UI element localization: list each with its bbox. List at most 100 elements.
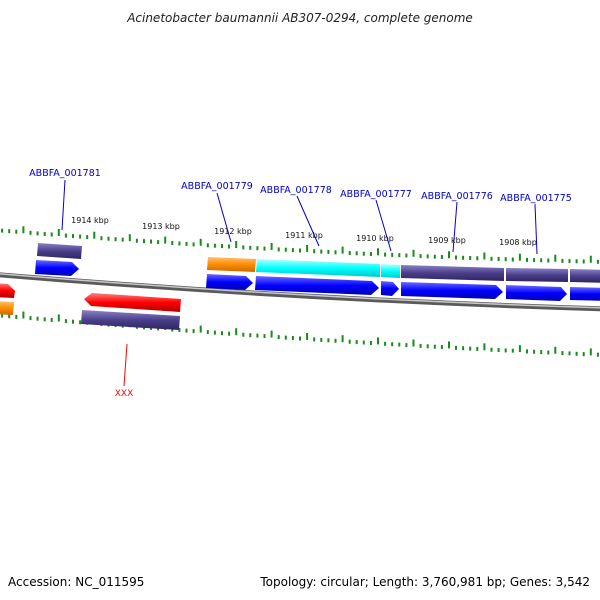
major-tick (412, 249, 415, 257)
minor-tick (8, 229, 11, 234)
cds-forward-arrow[interactable] (35, 260, 79, 276)
minor-tick (206, 330, 209, 335)
minor-tick (497, 257, 500, 261)
gene-label[interactable]: ABBFA_001775 (500, 193, 572, 204)
major-tick (270, 330, 273, 338)
minor-tick (462, 255, 465, 260)
genome-backbone (0, 272, 600, 312)
gene-track-lower (0, 301, 180, 330)
minor-tick (15, 229, 18, 234)
major-tick (22, 226, 25, 234)
minor-tick (299, 336, 301, 341)
minor-tick (440, 255, 443, 259)
minor-tick (135, 238, 138, 243)
gene-label[interactable]: ABBFA_001779 (181, 181, 253, 192)
minor-tick (405, 253, 408, 258)
gene-track-upper (37, 243, 600, 283)
minor-tick (582, 352, 585, 357)
cds-reverse-arrow[interactable] (84, 293, 181, 312)
minor-tick (526, 349, 528, 354)
gene-feature-orange[interactable] (0, 301, 14, 315)
minor-tick (369, 341, 372, 345)
cds-track-forward (35, 260, 600, 301)
minor-tick (320, 249, 323, 254)
minor-tick (568, 259, 571, 264)
minor-tick (540, 258, 543, 263)
minor-tick (79, 320, 82, 325)
major-tick (199, 325, 202, 333)
map-title: Acinetobacter baumannii AB307-0294, comp… (126, 11, 473, 25)
major-tick (235, 328, 238, 336)
minor-tick (391, 342, 394, 347)
cds-forward-arrow[interactable] (381, 281, 399, 296)
accession-text: Accession: NC_011595 (8, 575, 144, 589)
minor-tick (171, 241, 174, 245)
minor-tick (228, 331, 231, 336)
minor-tick (221, 331, 223, 336)
gene-feature-cyan[interactable] (381, 264, 400, 278)
minor-tick (355, 251, 358, 256)
minor-tick (398, 253, 401, 258)
scale-label-1913: 1913 kbp (142, 222, 180, 231)
minor-tick (64, 233, 67, 238)
minor-tick (596, 352, 599, 357)
cds-forward-arrow[interactable] (570, 287, 600, 301)
minor-tick (50, 232, 53, 237)
gene-feature[interactable] (570, 269, 600, 283)
feature-label[interactable]: XXX (115, 389, 134, 399)
minor-tick (369, 252, 372, 256)
gene-feature-orange[interactable] (207, 257, 256, 272)
gene-feature[interactable] (81, 310, 180, 330)
gene-feature[interactable] (401, 265, 504, 281)
minor-tick (43, 232, 46, 236)
minor-tick (419, 343, 422, 348)
minor-tick (384, 341, 387, 346)
cds-forward-arrow[interactable] (401, 282, 503, 299)
cds-forward-arrow[interactable] (506, 285, 567, 301)
major-tick (483, 343, 486, 351)
minor-tick (426, 254, 429, 259)
minor-tick (348, 339, 351, 344)
gene-label[interactable]: ABBFA_001777 (340, 189, 412, 200)
major-tick (341, 246, 344, 254)
minor-tick (242, 245, 245, 250)
minor-tick (36, 316, 39, 321)
minor-tick (490, 347, 493, 352)
major-tick (57, 314, 60, 322)
major-tick (518, 253, 521, 261)
minor-tick (419, 254, 422, 259)
minor-tick (50, 317, 53, 322)
upper-tick-row (1, 226, 599, 264)
minor-tick (582, 259, 585, 264)
minor-tick (327, 338, 330, 343)
gene-feature-cyan[interactable] (256, 259, 380, 277)
minor-tick (299, 248, 301, 253)
cds-forward-arrow[interactable] (206, 274, 253, 290)
gene-label[interactable]: ABBFA_001776 (421, 191, 493, 202)
gene-feature[interactable] (37, 243, 82, 259)
minor-tick (504, 257, 507, 262)
major-tick (589, 348, 592, 356)
gene-feature[interactable] (506, 268, 568, 282)
minor-tick (263, 246, 266, 251)
minor-tick (561, 351, 564, 356)
cds-forward-arrow[interactable] (255, 276, 379, 295)
minor-tick (43, 317, 46, 322)
gene-label[interactable]: ABBFA_001781 (29, 168, 101, 179)
cds-reverse-arrow[interactable] (0, 283, 15, 298)
major-tick (554, 346, 557, 354)
minor-tick (320, 337, 323, 342)
major-tick (554, 254, 557, 262)
minor-tick (511, 257, 514, 262)
minor-tick (533, 258, 536, 263)
minor-tick (72, 319, 74, 324)
minor-tick (15, 314, 18, 319)
minor-tick (469, 256, 472, 260)
minor-tick (8, 314, 11, 319)
major-tick (270, 243, 273, 250)
gene-label[interactable]: ABBFA_001778 (260, 185, 332, 196)
major-tick (448, 341, 450, 349)
minor-tick (547, 350, 550, 355)
minor-tick (277, 335, 280, 340)
